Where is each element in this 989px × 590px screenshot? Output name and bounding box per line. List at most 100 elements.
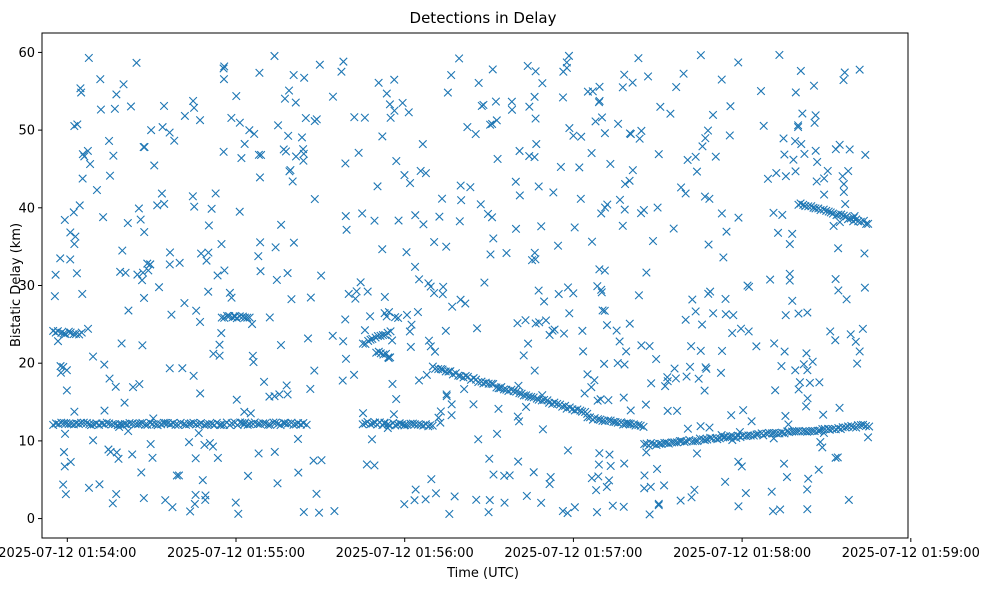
data-point [841,199,850,209]
data-point [604,395,613,405]
data-point [456,181,465,190]
data-point [135,419,145,428]
data-point [243,471,253,481]
data-point [245,126,254,135]
data-point [641,400,651,409]
data-point [657,439,666,449]
data-point [474,377,483,387]
data-point [285,167,294,176]
data-point [811,111,820,120]
data-point [507,385,516,394]
data-point [406,342,416,352]
data-point [583,413,592,422]
data-point [558,402,567,411]
data-point [785,239,795,249]
data-point [839,179,849,189]
data-point [793,122,803,132]
data-point [833,244,843,253]
data-point [357,209,367,218]
data-point [587,237,597,246]
data-point [532,139,541,149]
data-point [289,70,298,80]
data-point [100,406,109,415]
data-point [602,482,612,492]
data-point [121,268,130,278]
data-point [222,311,232,321]
data-point [407,320,416,329]
data-point [356,278,365,287]
data-point [781,310,790,320]
data-point [489,234,498,243]
data-point [281,147,291,156]
data-point [283,131,293,141]
data-point [438,289,447,299]
data-point [543,396,552,405]
data-point [437,194,447,203]
data-point [390,75,399,84]
data-point [636,209,646,218]
data-point [461,371,470,381]
data-point [485,454,494,463]
data-point [500,498,509,507]
data-point [73,120,82,129]
data-point [640,484,649,493]
data-point [243,313,252,322]
data-point [593,414,603,424]
data-point [188,96,198,106]
data-point [255,68,264,78]
data-point [283,268,292,278]
data-point [692,167,702,176]
data-point [436,418,445,427]
data-point [734,457,743,466]
data-point [725,131,734,140]
data-point [559,67,568,76]
data-point [235,118,245,127]
data-point [391,421,400,430]
data-point [276,340,286,350]
data-point [487,119,497,129]
data-point [705,287,715,296]
y-tick-label: 40 [18,201,35,216]
data-point [851,337,861,346]
data-point [418,139,427,149]
data-point [337,67,346,76]
data-point [697,320,707,329]
data-point [146,125,156,135]
data-point [805,378,815,388]
data-point [531,114,540,123]
data-point [811,204,820,213]
data-point [339,57,348,66]
data-point [843,214,853,224]
data-point [64,327,74,336]
data-point [174,471,184,480]
data-point [715,434,725,443]
data-point [502,248,511,258]
data-point [794,385,803,394]
data-point [237,153,246,163]
data-point [708,309,718,318]
data-point [791,167,800,176]
data-point [109,151,118,160]
data-point [556,162,566,172]
data-point [344,289,353,299]
data-point [608,501,617,510]
data-point [246,409,255,418]
y-tick-label: 60 [18,46,35,61]
data-point [374,78,383,88]
data-point [558,506,568,516]
data-point [779,459,789,468]
data-point [812,157,822,167]
data-point [639,422,648,432]
data-point [672,406,682,415]
data-point [681,315,690,324]
data-point [717,346,727,356]
data-point [105,374,114,383]
data-point [298,144,308,154]
data-point [146,439,155,449]
data-point [716,368,726,378]
data-point [539,395,549,405]
data-point [492,429,502,438]
data-point [472,324,482,333]
data-point [479,100,488,110]
data-point [411,211,420,220]
